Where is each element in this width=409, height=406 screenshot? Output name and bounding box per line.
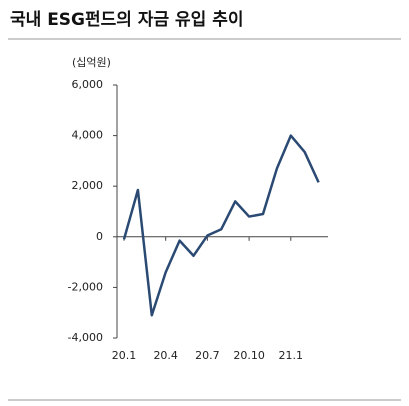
y-tick-label: 2,000 — [72, 179, 104, 192]
x-tick-label: 21.1 — [279, 349, 304, 362]
y-tick-label: -4,000 — [68, 331, 103, 344]
y-tick-label: 0 — [96, 230, 103, 243]
data-line — [122, 134, 320, 317]
y-tick-label: 6,000 — [72, 78, 104, 91]
y-tick-label: 4,000 — [72, 129, 104, 142]
x-tick-label: 20.7 — [195, 349, 220, 362]
x-tick-label: 20.10 — [233, 349, 265, 362]
x-tick-label: 20.4 — [153, 349, 178, 362]
x-tick-label: 20.1 — [112, 349, 137, 362]
unit-label: (십억원) — [72, 56, 111, 69]
y-tick-label: -2,000 — [68, 280, 103, 293]
chart-title: 국내 ESG펀드의 자금 유입 추이 — [10, 10, 244, 30]
